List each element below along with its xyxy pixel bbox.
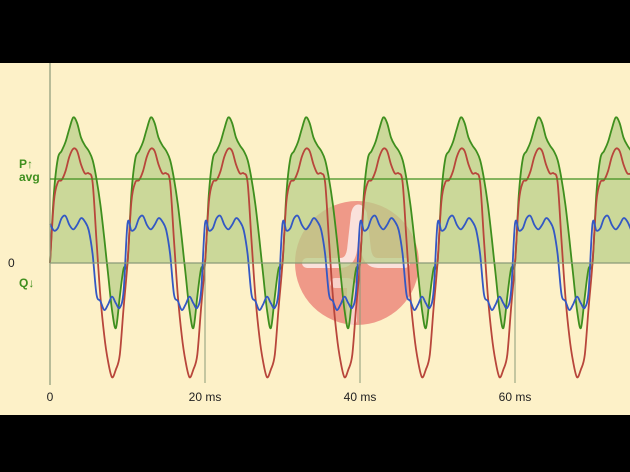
x-tick-label: 40 ms (344, 390, 377, 404)
y-avg-label-top: P↑ (19, 157, 33, 171)
y-negative-label: Q↓ (19, 276, 34, 290)
tick-layer: 0 20 ms 40 ms 60 ms (47, 263, 532, 404)
y-zero-label: 0 (8, 256, 15, 270)
x-tick-label: 60 ms (499, 390, 532, 404)
series-current-line (49, 147, 630, 379)
series-power-area (50, 117, 630, 329)
x-tick-label: 20 ms (189, 390, 222, 404)
y-avg-label-bottom: avg (19, 170, 40, 184)
series-layer (49, 116, 630, 379)
series-power-line (49, 116, 630, 330)
series-voltage-line (49, 214, 630, 311)
x-tick-label: 0 (47, 390, 54, 404)
